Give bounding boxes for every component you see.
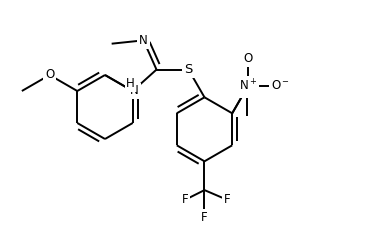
Text: F: F bbox=[201, 211, 208, 224]
Text: F: F bbox=[182, 193, 189, 206]
Text: N: N bbox=[130, 84, 139, 98]
Text: N$^+$: N$^+$ bbox=[237, 81, 256, 96]
Text: S: S bbox=[184, 63, 193, 76]
Text: N$^+$: N$^+$ bbox=[239, 78, 258, 93]
Text: O: O bbox=[244, 52, 253, 65]
Text: O: O bbox=[45, 69, 54, 81]
Text: H: H bbox=[126, 77, 135, 91]
Text: F: F bbox=[224, 193, 230, 206]
Text: N: N bbox=[139, 34, 148, 47]
Text: O$^-$: O$^-$ bbox=[271, 79, 290, 92]
Text: H: H bbox=[128, 84, 137, 98]
